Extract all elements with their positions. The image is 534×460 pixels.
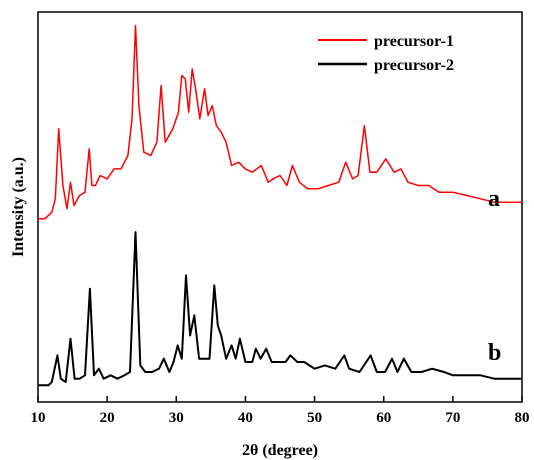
x-ticks: 10 20 30 40 50 60 70 80	[31, 396, 530, 426]
x-tick-label: 10	[31, 410, 46, 426]
plot-frame	[37, 11, 523, 403]
series-layer	[38, 24, 522, 387]
x-tick-label: 30	[169, 410, 184, 426]
legend-label-precursor-1: precursor-1	[374, 33, 454, 50]
x-tick-label: 60	[376, 410, 391, 426]
legend-label-precursor-2: precursor-2	[374, 57, 454, 74]
x-tick-label: 80	[515, 410, 530, 426]
series-line-precursor-2	[38, 231, 522, 387]
x-tick-label: 50	[307, 410, 322, 426]
legend: precursor-1 precursor-2	[318, 33, 454, 74]
series-tag-a: a	[488, 186, 500, 212]
x-tick-label: 70	[445, 410, 460, 426]
x-axis-label: 2θ (degree)	[242, 442, 318, 459]
y-axis-label: Intensity (a.u.)	[10, 157, 27, 257]
series-tag-b: b	[488, 340, 501, 366]
x-tick-label: 20	[100, 410, 115, 426]
series-line-precursor-1	[38, 24, 522, 220]
x-tick-label: 40	[238, 410, 253, 426]
